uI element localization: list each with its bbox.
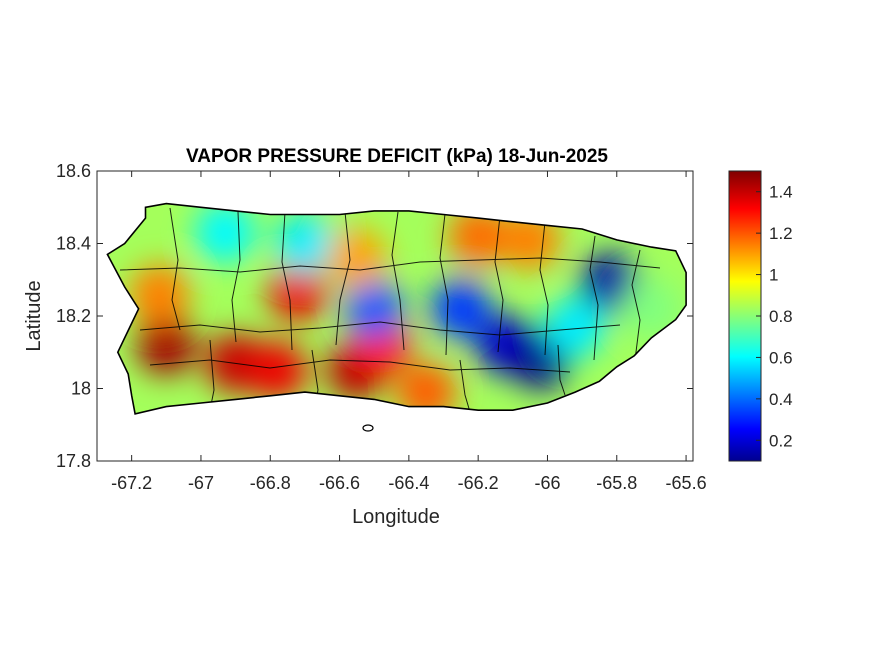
y-tick-label-2: 18.2 — [56, 306, 91, 326]
x-tick-label-6: -66 — [534, 473, 560, 493]
vpd-heat-field — [107, 203, 687, 414]
y-tick-label-0: 17.8 — [56, 451, 91, 471]
colorbar-tick-label-0: 0.2 — [769, 431, 793, 450]
colorbar-tick-label-6: 1.4 — [769, 183, 793, 202]
field-anomaly-19 — [326, 228, 387, 288]
x-axis-label: Longitude — [352, 506, 440, 528]
colorbar-tick-label-5: 1.2 — [769, 224, 793, 243]
field-anomaly-0 — [136, 315, 197, 375]
field-anomaly-17 — [545, 296, 606, 357]
colorbar-tick-label-2: 0.6 — [769, 348, 793, 367]
colorbar — [728, 170, 762, 462]
x-tick-label-8: -65.6 — [666, 473, 707, 493]
y-tick-label-3: 18.4 — [56, 234, 91, 254]
colorbar-tick-label-4: 1 — [769, 266, 778, 285]
field-anomaly-2 — [247, 340, 308, 401]
islet — [362, 424, 374, 432]
x-axis-ticks: -67.2 -67 -66.8 -66.6 -66.4 -66.2 -66 -65.8 -65.… — [111, 171, 707, 493]
y-tick-label-4: 18.6 — [56, 161, 91, 181]
x-tick-label-4: -66.4 — [388, 473, 429, 493]
y-tick-label-1: 18 — [71, 379, 91, 399]
x-tick-label-3: -66.6 — [319, 473, 360, 493]
island-outline — [106, 202, 687, 415]
colorbar-tick-label-3: 0.8 — [769, 307, 793, 326]
x-tick-label-1: -67 — [188, 473, 214, 493]
x-tick-label-7: -65.8 — [596, 473, 637, 493]
field-anomaly-6 — [129, 264, 190, 325]
field-anomaly-18 — [621, 278, 682, 339]
municipality-boundaries — [119, 207, 661, 413]
x-tick-label-2: -66.8 — [250, 473, 291, 493]
field-anomaly-11 — [195, 203, 256, 263]
y-axis-label: Latitude — [23, 280, 45, 351]
chart-title: VAPOR PRESSURE DEFICIT (kPa) 18-Jun-2025 — [186, 146, 608, 167]
y-axis-ticks: 17.8 18 18.2 18.4 18.6 — [56, 161, 693, 471]
field-anomaly-10 — [274, 213, 335, 274]
field-anomaly-5 — [267, 260, 328, 321]
x-tick-label-5: -66.2 — [458, 473, 499, 493]
field-anomaly-13 — [430, 278, 491, 339]
colorbar-ticks: 0.2 0.4 0.6 0.8 1 1.2 1.4 — [756, 183, 793, 450]
x-tick-label-0: -67.2 — [111, 473, 152, 493]
field-anomaly-8 — [448, 206, 509, 267]
colorbar-tick-label-1: 0.4 — [769, 390, 793, 409]
